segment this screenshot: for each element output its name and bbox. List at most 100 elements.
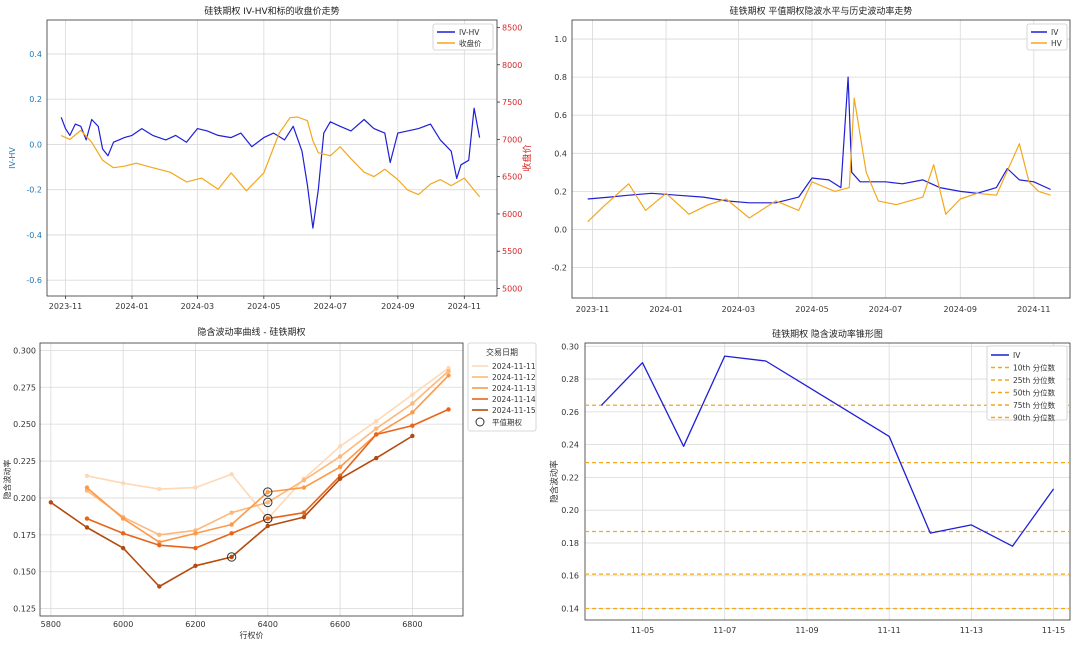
smile-point bbox=[120, 480, 126, 486]
y2-axis-label: 收盘价 bbox=[521, 144, 533, 171]
smile-point bbox=[84, 473, 90, 479]
y-tick-label: 0.22 bbox=[561, 473, 579, 482]
x-tick-label: 2024-01 bbox=[649, 305, 682, 314]
series-line-iv bbox=[587, 76, 1051, 204]
y-tick-label: 0.2 bbox=[554, 187, 567, 196]
smile-point bbox=[120, 516, 126, 521]
smile-point bbox=[193, 531, 198, 536]
x-tick-label: 11-13 bbox=[960, 626, 983, 635]
smile-point bbox=[193, 563, 198, 569]
smile-point bbox=[120, 545, 126, 551]
y2-tick-label: 7500 bbox=[502, 98, 522, 107]
x-tick-label: 6000 bbox=[113, 620, 133, 629]
series-line-iv-hv bbox=[60, 107, 481, 229]
legend-label: IV bbox=[1013, 351, 1021, 360]
y-axis-label: IV-HV bbox=[8, 147, 17, 169]
y2-tick-label: 5500 bbox=[502, 247, 522, 256]
smile-point bbox=[157, 584, 162, 589]
y-tick-label: 0.6 bbox=[554, 111, 567, 120]
legend-atm-marker bbox=[475, 417, 485, 427]
legend-label: 10th 分位数 bbox=[1013, 363, 1056, 373]
iv-cone-chart: 11-05 11-07 11-09 11-11 11-13 11-15 0.14 0.16 0.… bbox=[549, 328, 1071, 635]
legend-label: IV-HV bbox=[459, 28, 480, 37]
legend: IV 10th 分位数 25th 分位数 50th 分位数 75th 分位数 90th 分… bbox=[986, 345, 1068, 423]
plot-frame bbox=[571, 19, 1071, 299]
smile-point bbox=[229, 510, 234, 515]
x-tick-label: 2024-11 bbox=[1017, 305, 1050, 314]
smile-point bbox=[446, 368, 451, 374]
legend-label: 75th 分位数 bbox=[1013, 400, 1056, 410]
smile-point bbox=[410, 392, 415, 397]
smile-point bbox=[301, 478, 307, 483]
smile-point bbox=[265, 516, 270, 521]
y-tick-label: 0.28 bbox=[561, 375, 579, 384]
smile-point bbox=[229, 472, 234, 477]
legend-label: 90th 分位数 bbox=[1013, 413, 1056, 423]
legend-label: 50th 分位数 bbox=[1013, 388, 1056, 398]
legend-label: HV bbox=[1051, 39, 1063, 48]
smile-point bbox=[337, 444, 343, 449]
smile-point bbox=[84, 485, 90, 490]
chart-title: 隐含波动率曲线 - 硅铁期权 bbox=[198, 326, 306, 338]
smile-point bbox=[410, 423, 415, 428]
x-axis-label: 行权价 bbox=[240, 630, 264, 640]
smile-point bbox=[301, 510, 307, 515]
smile-point bbox=[410, 401, 415, 406]
iv-line bbox=[600, 355, 1055, 547]
y-tick-label: -0.2 bbox=[26, 186, 42, 195]
smile-point bbox=[410, 433, 415, 439]
y2-tick-label: 5000 bbox=[502, 285, 522, 294]
x-tick-label: 6200 bbox=[185, 620, 205, 629]
y-tick-label: 0.150 bbox=[13, 568, 36, 577]
legend-box bbox=[986, 345, 1068, 421]
legend-box bbox=[467, 342, 537, 432]
smile-point bbox=[446, 407, 451, 412]
atm-iv-hv-chart: 2023-11 2024-01 2024-03 2024-05 2024-07 2024-… bbox=[551, 5, 1071, 314]
smile-point bbox=[337, 476, 343, 481]
y-tick-label: -0.6 bbox=[26, 276, 42, 285]
x-tick-label: 11-09 bbox=[795, 626, 818, 635]
x-tick-label: 11-11 bbox=[878, 626, 901, 635]
series-line-hv bbox=[587, 97, 1051, 223]
x-tick-label: 2024-09 bbox=[381, 302, 414, 311]
smile-point bbox=[157, 486, 162, 492]
atm-marker bbox=[263, 497, 273, 508]
y-tick-label: -0.2 bbox=[551, 264, 567, 273]
x-tick-label: 2024-03 bbox=[722, 305, 755, 314]
y-tick-label: 0.20 bbox=[561, 506, 579, 515]
y-tick-label: 0.4 bbox=[29, 50, 42, 59]
y-axis-label: 隐含波动率 bbox=[2, 460, 12, 500]
legend-label: 2024-11-14 bbox=[492, 395, 536, 404]
y-tick-label: 0.14 bbox=[561, 605, 579, 614]
y-tick-label: 0.18 bbox=[561, 539, 579, 548]
plot-frame bbox=[584, 342, 1071, 621]
y-tick-label: 0.200 bbox=[13, 494, 36, 503]
y-tick-label: 0.16 bbox=[561, 572, 579, 581]
smile-point bbox=[48, 500, 54, 505]
x-tick-label: 11-07 bbox=[713, 626, 736, 635]
smile-point bbox=[374, 432, 379, 437]
smile-point bbox=[193, 545, 198, 551]
legend-atm-label: 平值期权 bbox=[492, 417, 522, 427]
y-tick-label: 0.300 bbox=[13, 346, 36, 355]
atm-marker bbox=[263, 513, 273, 524]
smile-point bbox=[265, 523, 270, 529]
iv-smile-chart: 5800 6000 6200 6400 6600 6800 0.125 0.150 0.175 0… bbox=[2, 326, 537, 640]
chart-title: 硅铁期权 隐含波动率锥形图 bbox=[772, 328, 883, 340]
smile-point bbox=[193, 485, 198, 490]
smile-point bbox=[157, 542, 162, 548]
x-tick-label: 2024-07 bbox=[869, 305, 902, 314]
legend: IV HV bbox=[1026, 23, 1068, 51]
chart-title: 硅铁期权 平值期权隐波水平与历史波动率走势 bbox=[730, 5, 913, 17]
smile-point bbox=[301, 485, 307, 490]
smile-point bbox=[265, 489, 270, 495]
x-tick-label: 2024-03 bbox=[181, 302, 214, 311]
y2-tick-label: 8500 bbox=[502, 23, 522, 32]
y2-tick-label: 6000 bbox=[502, 210, 522, 219]
y-tick-label: 0.2 bbox=[29, 95, 42, 104]
y-tick-label: 0.0 bbox=[29, 140, 42, 149]
legend-label: 2024-11-13 bbox=[492, 384, 536, 393]
x-tick-label: 2024-07 bbox=[314, 302, 347, 311]
